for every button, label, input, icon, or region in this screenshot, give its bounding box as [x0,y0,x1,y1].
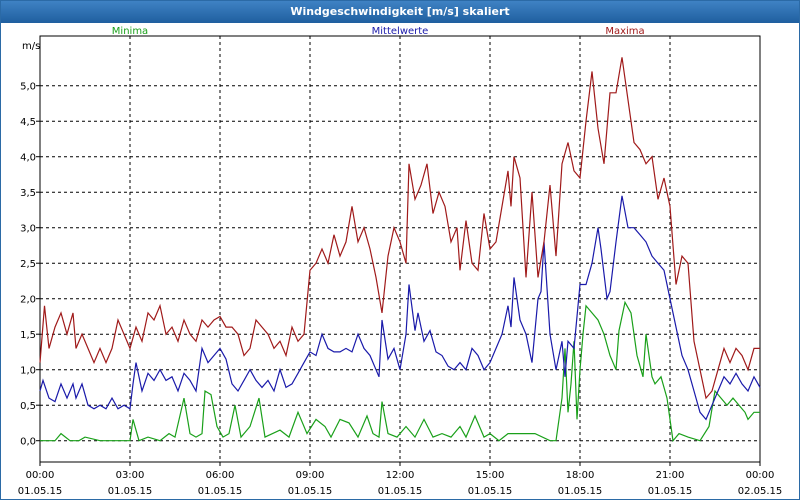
x-tick-time-label: 03:00 [116,470,145,481]
y-axis-unit-label: m/s [22,41,40,52]
axis-labels: 0,0 0,5 1,0 1,5 2,0 2,5 3,0 3,5 4,0 4,5 5,0 00:00 01… [18,26,783,497]
y-tick-label: 0,5 [20,401,36,412]
grid-lines [36,36,761,466]
x-tick-date-label: 01.05.15 [108,486,153,497]
y-tick-label: 2,5 [20,259,36,270]
x-tick-date-label: 02.05.15 [738,486,783,497]
series-lines [39,57,761,443]
y-tick-label: 1,0 [20,366,36,377]
y-tick-label: 3,5 [20,188,36,199]
legend-mittelwerte: Mittelwerte [372,26,429,37]
y-tick-label: 3,0 [20,224,36,235]
x-tick-time-label: 06:00 [206,470,235,481]
series-line-maxima [39,57,760,400]
y-tick-label: 0,0 [20,437,36,448]
series-line-mittelwerte [39,195,761,421]
series-line-minima [40,300,760,443]
x-tick-time-label: 09:00 [296,470,325,481]
x-tick-date-label: 01.05.15 [378,486,423,497]
x-tick-date-label: 01.05.15 [468,486,513,497]
y-tick-label: 1,5 [20,330,36,341]
window-title: Windgeschwindigkeit [m/s] skaliert [1,1,799,23]
x-tick-time-label: 21:00 [656,470,685,481]
legend-minima: Minima [112,26,148,37]
x-tick-date-label: 01.05.15 [288,486,333,497]
x-tick-time-label: 15:00 [476,470,505,481]
x-tick-time-label: 12:00 [386,470,415,481]
y-tick-label: 2,0 [20,295,36,306]
y-tick-label: 4,5 [20,117,36,128]
y-tick-label: 4,0 [20,153,36,164]
x-tick-time-label: 18:00 [566,470,595,481]
x-tick-date-label: 01.05.15 [198,486,243,497]
x-tick-date-label: 01.05.15 [558,486,603,497]
x-tick-time-label: 00:00 [26,470,55,481]
x-tick-time-label: 00:00 [746,470,775,481]
x-tick-date-label: 01.05.15 [18,486,63,497]
legend-maxima: Maxima [605,26,644,37]
x-tick-date-label: 01.05.15 [648,486,693,497]
y-tick-label: 5,0 [20,82,36,93]
